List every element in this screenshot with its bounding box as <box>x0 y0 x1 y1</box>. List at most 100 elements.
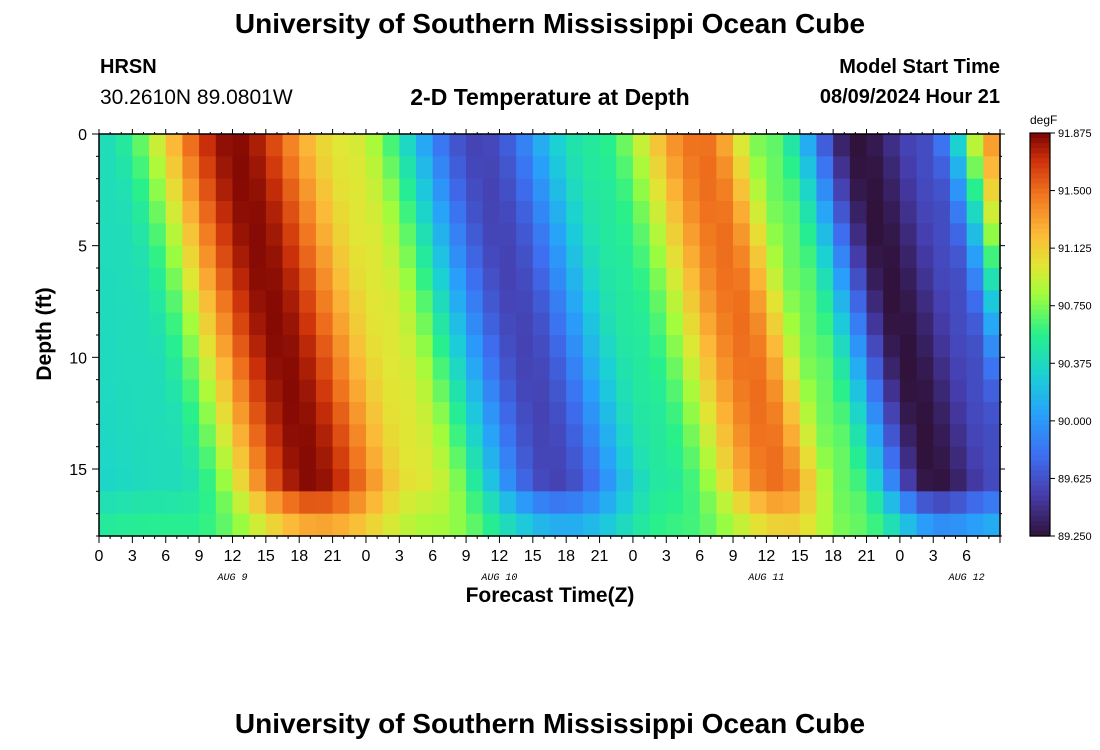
heatmap-cell <box>432 513 450 537</box>
heatmap-cell <box>349 491 367 515</box>
heatmap-cell <box>749 446 768 470</box>
heatmap-cell <box>566 178 584 202</box>
heatmap-cell <box>149 201 167 224</box>
heatmap-cell <box>599 178 617 202</box>
heatmap-cell <box>499 513 517 537</box>
heatmap-cell <box>766 424 784 448</box>
heatmap-cell <box>416 156 434 180</box>
heatmap-cell <box>432 201 450 224</box>
page-title: University of Southern Mississippi Ocean… <box>234 8 866 39</box>
heatmap-cell <box>849 491 868 515</box>
heatmap-cell <box>816 335 834 358</box>
colorbar-tick-label: 90.375 <box>1058 358 1092 370</box>
heatmap-cell <box>365 268 384 291</box>
heatmap-cell <box>399 357 417 381</box>
heatmap-cell <box>399 268 417 291</box>
heatmap-cell <box>299 469 317 492</box>
heatmap-cells <box>99 134 1001 537</box>
heatmap-cell <box>265 424 284 448</box>
heatmap-cell <box>749 156 768 180</box>
heatmap-cell <box>799 134 818 157</box>
heatmap-cell <box>866 178 884 202</box>
heatmap-cell <box>349 446 367 470</box>
heatmap-cell <box>249 379 267 403</box>
heatmap-cell <box>466 357 484 381</box>
heatmap-cell <box>482 290 501 314</box>
colorbar-segment <box>1030 228 1050 235</box>
heatmap-cell <box>99 491 117 515</box>
heatmap-cell <box>466 245 484 269</box>
heatmap-cell <box>699 469 717 492</box>
heatmap-cell <box>916 446 934 470</box>
heatmap-cell <box>332 178 350 202</box>
heatmap-cell <box>315 513 334 537</box>
heatmap-cell <box>399 402 417 425</box>
heatmap-cell <box>783 268 801 291</box>
heatmap-cell <box>566 156 584 180</box>
heatmap-cell <box>666 446 684 470</box>
heatmap-cell <box>499 469 517 492</box>
heatmap-cell <box>566 134 584 157</box>
x-tick-label: 12 <box>758 548 776 565</box>
heatmap-cell <box>582 134 601 157</box>
heatmap-cell <box>499 223 517 247</box>
heatmap-cell <box>916 223 934 247</box>
heatmap-cell <box>616 178 634 202</box>
colorbar-segment <box>1030 515 1050 522</box>
heatmap-cell <box>382 469 400 492</box>
colorbar-segment <box>1030 198 1050 205</box>
heatmap-cell <box>149 312 167 336</box>
colorbar-segment <box>1030 173 1050 179</box>
heatmap-cell <box>115 156 133 180</box>
heatmap-cell <box>849 268 868 291</box>
heatmap-cell <box>466 402 484 425</box>
heatmap-cell <box>449 491 467 515</box>
heatmap-cell <box>466 201 484 224</box>
heatmap-cell <box>149 491 167 515</box>
heatmap-cell <box>682 268 701 291</box>
y-tick-label: 5 <box>78 239 87 256</box>
heatmap-cell <box>716 268 734 291</box>
heatmap-cell <box>582 513 601 537</box>
heatmap-cell <box>983 245 1001 269</box>
heatmap-cell <box>282 245 300 269</box>
heatmap-cell <box>983 201 1001 224</box>
heatmap-cell <box>182 335 200 358</box>
heatmap-cell <box>566 357 584 381</box>
heatmap-cell <box>332 446 350 470</box>
heatmap-cell <box>699 402 717 425</box>
heatmap-cell <box>799 268 818 291</box>
heatmap-cell <box>899 156 918 180</box>
heatmap-cell <box>916 312 934 336</box>
heatmap-cell <box>249 312 267 336</box>
heatmap-cell <box>365 424 384 448</box>
colorbar-segment <box>1030 420 1050 426</box>
heatmap-cell <box>99 357 117 381</box>
heatmap-cell <box>232 446 250 470</box>
heatmap-cell <box>966 245 984 269</box>
heatmap-cell <box>199 469 217 492</box>
heatmap-cell <box>215 469 234 492</box>
heatmap-cell <box>115 245 133 269</box>
heatmap-cell <box>449 402 467 425</box>
colorbar-segment <box>1030 243 1050 250</box>
heatmap-cell <box>332 201 350 224</box>
heatmap-cell <box>382 245 400 269</box>
colorbar-segment <box>1030 374 1050 381</box>
heatmap-cell <box>349 379 367 403</box>
heatmap-cell <box>599 379 617 403</box>
heatmap-cell <box>649 491 667 515</box>
heatmap-cell <box>99 312 117 336</box>
heatmap-cell <box>699 357 717 381</box>
heatmap-cell <box>899 223 918 247</box>
heatmap-cell <box>749 513 768 537</box>
heatmap-cell <box>399 335 417 358</box>
heatmap-cell <box>649 357 667 381</box>
heatmap-cell <box>249 201 267 224</box>
colorbar-segment <box>1030 294 1050 300</box>
heatmap-cell <box>399 245 417 269</box>
heatmap-cell <box>232 178 250 202</box>
heatmap-cell <box>682 178 701 202</box>
heatmap-cell <box>399 469 417 492</box>
colorbar-segment <box>1030 148 1050 154</box>
